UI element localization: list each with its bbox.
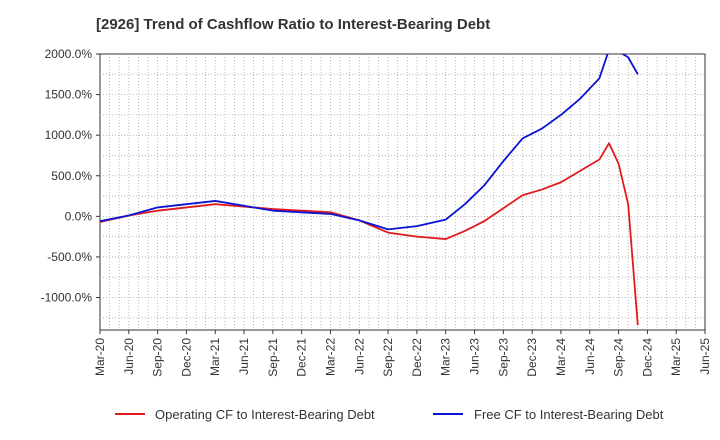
y-tick-label: 0.0%: [65, 209, 93, 223]
chart-title: [2926] Trend of Cashflow Ratio to Intere…: [96, 16, 490, 33]
x-tick-label: Jun-22: [352, 338, 366, 375]
x-tick-label: Mar-24: [554, 338, 568, 376]
x-tick-label: Dec-23: [525, 338, 539, 377]
x-tick-label: Jun-21: [237, 338, 251, 375]
x-tick-label: Sep-21: [266, 338, 280, 377]
y-tick-label: -500.0%: [47, 250, 92, 264]
x-tick-label: Dec-21: [295, 338, 309, 377]
legend-label: Operating CF to Interest-Bearing Debt: [155, 407, 375, 422]
x-tick-label: Sep-23: [496, 338, 510, 377]
x-tick-label: Sep-24: [612, 338, 626, 377]
y-tick-label: -1000.0%: [41, 291, 93, 305]
y-tick-label: 1500.0%: [45, 88, 93, 102]
y-tick-label: 2000.0%: [45, 47, 93, 61]
x-tick-label: Jun-20: [122, 338, 136, 375]
grid: [100, 54, 705, 330]
series-line-free-cf: [100, 54, 639, 231]
x-tick-label: Mar-20: [93, 338, 107, 376]
legend-label: Free CF to Interest-Bearing Debt: [474, 407, 664, 422]
plot-area: [99, 53, 706, 331]
x-tick-label: Mar-25: [669, 338, 683, 376]
y-axis: 2000.0% 1500.0% 1000.0% 500.0% 0.0% -500.0% -1…: [41, 47, 100, 305]
series-layer: [100, 54, 639, 326]
x-tick-label: Mar-21: [208, 338, 222, 376]
x-tick-label: Jun-24: [583, 338, 597, 375]
y-tick-label: 1000.0%: [45, 128, 93, 142]
x-tick-label: Dec-20: [179, 338, 193, 377]
y-tick-label: 500.0%: [51, 169, 92, 183]
series-line-operating-cf: [100, 142, 639, 326]
x-tick-label: Sep-20: [151, 338, 165, 377]
x-tick-label: Mar-22: [323, 338, 337, 376]
x-tick-label: Mar-23: [439, 338, 453, 376]
x-tick-label: Sep-22: [381, 338, 395, 377]
x-tick-label: Dec-24: [640, 338, 654, 377]
legend: Operating CF to Interest-Bearing Debt Fre…: [115, 407, 664, 422]
x-axis: Mar-20 Jun-20 Sep-20 Dec-20 Mar-21 Jun-21 Sep-…: [93, 330, 712, 377]
x-tick-label: Jun-23: [468, 338, 482, 375]
x-tick-label: Jun-25: [698, 338, 712, 375]
x-tick-label: Dec-22: [410, 338, 424, 377]
